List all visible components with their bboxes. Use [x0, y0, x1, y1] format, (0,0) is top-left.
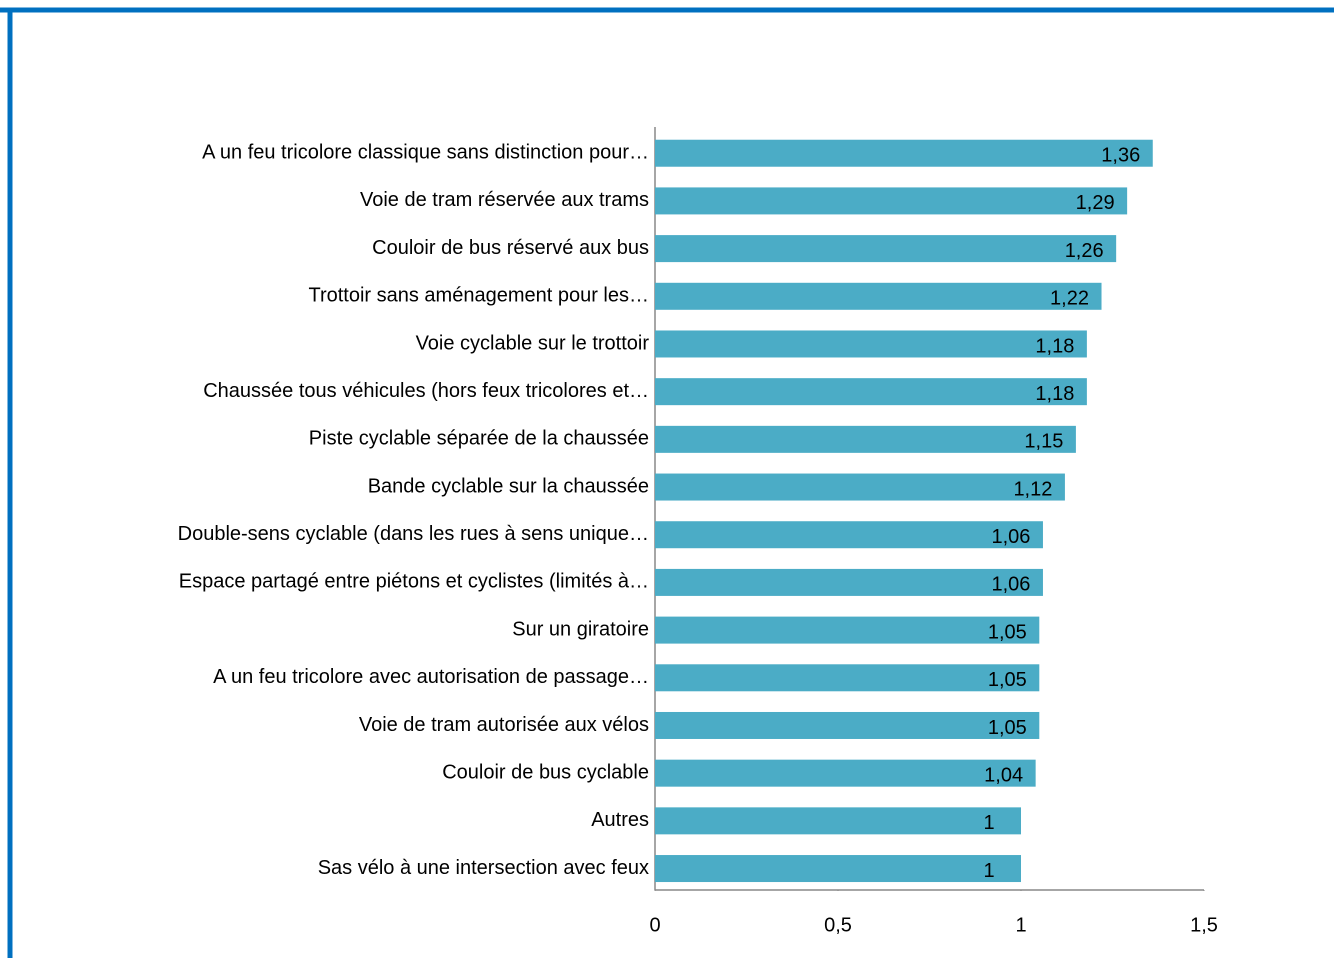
- bar: [655, 711, 1040, 739]
- category-label: A un feu tricolore avec autorisation de …: [213, 666, 649, 688]
- data-label: 1,29: [1076, 192, 1115, 214]
- data-label: 1,12: [1013, 478, 1052, 500]
- category-label: Couloir de bus réservé aux bus: [372, 237, 649, 259]
- bar: [655, 235, 1117, 263]
- category-label: Couloir de bus cyclable: [442, 761, 649, 783]
- data-label: 1,06: [991, 526, 1030, 548]
- category-label: Double-sens cyclable (dans les rues à se…: [178, 523, 649, 545]
- category-label: Espace partagé entre piétons et cycliste…: [179, 571, 649, 593]
- category-label: A un feu tricolore classique sans distin…: [202, 142, 649, 164]
- category-label: Sur un giratoire: [512, 618, 649, 640]
- category-label: Chaussée tous véhicules (hors feux trico…: [203, 380, 649, 402]
- category-label: Trottoir sans aménagement pour les…: [308, 285, 649, 307]
- bar: [655, 759, 1036, 787]
- data-label: 1,05: [988, 621, 1027, 643]
- bar: [655, 807, 1021, 835]
- category-label: Voie de tram réservée aux trams: [360, 189, 649, 211]
- bar: [655, 187, 1128, 215]
- category-label: Piste cyclable séparée de la chaussée: [309, 428, 649, 450]
- x-tick-label: 0,5: [824, 914, 852, 936]
- category-label: Bande cyclable sur la chaussée: [368, 475, 649, 497]
- bar: [655, 282, 1102, 310]
- bar: [655, 473, 1065, 501]
- bar: [655, 855, 1021, 883]
- bar: [655, 330, 1087, 358]
- data-label: 1,05: [988, 717, 1027, 739]
- x-tick-label: 0: [649, 914, 660, 936]
- x-tick-label: 1: [1015, 914, 1026, 936]
- bar: [655, 425, 1076, 453]
- data-label: 1,36: [1101, 145, 1140, 167]
- data-label: 1,05: [988, 669, 1027, 691]
- data-label: 1,26: [1065, 240, 1104, 262]
- category-label: Voie de tram autorisée aux vélos: [359, 714, 649, 736]
- x-tick-label: 1,5: [1190, 914, 1218, 936]
- category-label: Voie cyclable sur le trottoir: [416, 332, 650, 354]
- data-label: 1,18: [1035, 335, 1074, 357]
- bar: [655, 664, 1040, 692]
- data-label: 1,15: [1024, 431, 1063, 453]
- category-label: Autres: [591, 809, 649, 831]
- data-label: 1,04: [984, 764, 1023, 786]
- bar: [655, 616, 1040, 644]
- data-label: 1,18: [1035, 383, 1074, 405]
- data-label: 1,06: [991, 574, 1030, 596]
- bar: [655, 521, 1043, 549]
- bar: [655, 378, 1087, 406]
- data-label: 1: [983, 860, 994, 882]
- bar: [655, 139, 1153, 167]
- data-label: 1,22: [1050, 288, 1089, 310]
- category-label: Sas vélo à une intersection avec feux: [318, 857, 649, 879]
- data-label: 1: [983, 812, 994, 834]
- bar: [655, 568, 1043, 596]
